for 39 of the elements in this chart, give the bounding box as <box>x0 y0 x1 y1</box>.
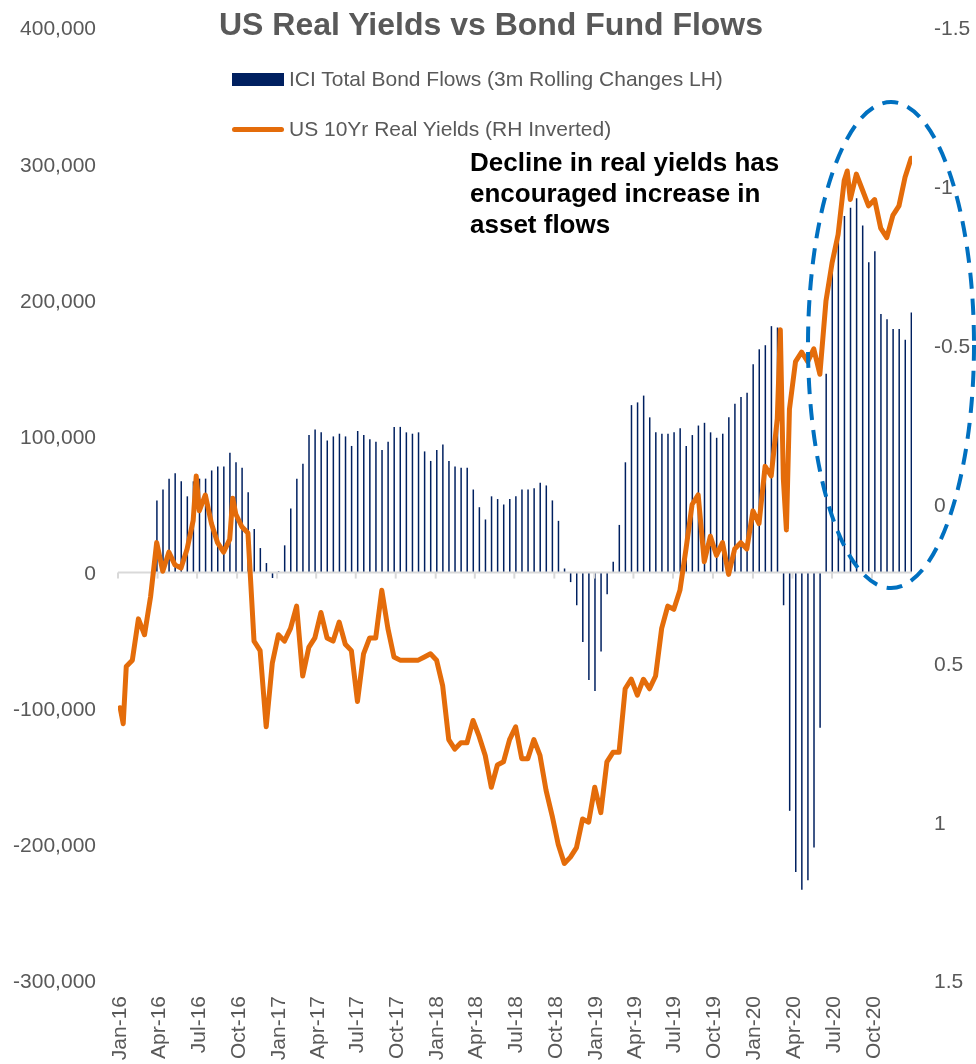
x-tick-label: Jan-19 <box>582 996 606 1061</box>
x-tick-label: Jul-16 <box>185 996 209 1054</box>
x-tick-label: Jul-18 <box>502 996 526 1054</box>
x-tick-label: Apr-16 <box>146 996 170 1060</box>
y2-tick-label: -1 <box>934 175 953 199</box>
y-tick-label: 300,000 <box>20 152 96 176</box>
x-tick-label: Jul-19 <box>661 996 685 1054</box>
x-tick-label: Jan-18 <box>424 996 448 1061</box>
y2-tick-label: -1.5 <box>934 16 971 40</box>
x-tick-label: Jul-17 <box>344 996 368 1054</box>
x-tick-label: Oct-20 <box>860 996 884 1060</box>
x-tick-label: Oct-17 <box>384 996 408 1060</box>
x-tick-label: Oct-18 <box>542 996 566 1060</box>
y-tick-label: -300,000 <box>13 969 96 993</box>
x-tick-label: Apr-19 <box>621 996 645 1060</box>
y-tick-label: -100,000 <box>13 697 96 721</box>
x-tick-label: Apr-17 <box>304 996 328 1060</box>
x-tick-label: Apr-20 <box>780 996 804 1060</box>
x-tick-label: Oct-19 <box>701 996 725 1060</box>
x-tick-label: Jan-20 <box>741 996 765 1061</box>
x-tick-label: Jul-20 <box>820 996 844 1054</box>
x-tick-label: Apr-18 <box>463 996 487 1060</box>
y-tick-label: 400,000 <box>20 16 96 40</box>
chart-title: US Real Yields vs Bond Fund Flows <box>218 5 764 44</box>
y-tick-label: -200,000 <box>13 833 96 857</box>
y2-tick-label: -0.5 <box>934 334 971 358</box>
x-tick-label: Jan-16 <box>106 996 130 1061</box>
y-tick-label: 100,000 <box>20 424 96 448</box>
legend-label: ICI Total Bond Flows (3m Rolling Changes LH) <box>289 67 723 91</box>
annotation: Decline in real yields has encouraged increase in asset flows <box>470 147 781 240</box>
y-tick-label: 0 <box>84 561 96 585</box>
y2-tick-label: 1 <box>934 810 946 834</box>
y2-tick-label: 0 <box>934 492 946 516</box>
y2-tick-label: 0.5 <box>934 651 964 675</box>
y-tick-label: 200,000 <box>20 288 96 312</box>
y2-tick-label: 1.5 <box>934 969 964 993</box>
x-tick-label: Jan-17 <box>265 996 289 1061</box>
legend-label: US 10Yr Real Yields (RH Inverted) <box>289 117 612 141</box>
x-tick-label: Oct-16 <box>225 996 249 1060</box>
